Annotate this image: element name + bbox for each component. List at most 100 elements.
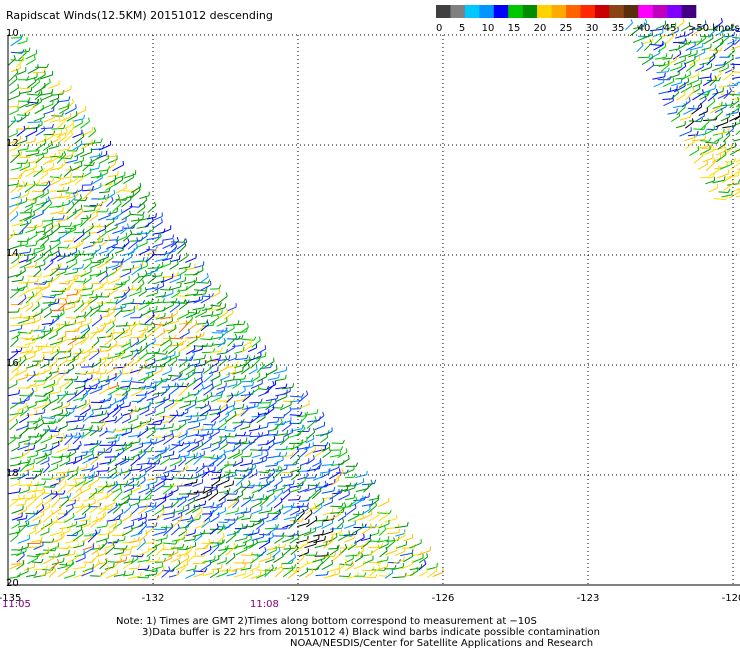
wind-barb-flag xyxy=(316,409,319,414)
wind-barb xyxy=(680,25,691,32)
wind-barb-flag xyxy=(378,537,381,542)
wind-barb xyxy=(275,433,287,436)
wind-barb xyxy=(272,512,281,520)
wind-barb-flag xyxy=(377,564,380,569)
wind-barb xyxy=(639,22,648,29)
wind-barb-flag xyxy=(239,379,242,384)
wind-barb xyxy=(51,405,63,411)
wind-barb xyxy=(160,263,171,269)
wind-barb-flag xyxy=(33,511,36,516)
wind-barb xyxy=(367,505,377,514)
wind-barb xyxy=(304,512,313,521)
wind-barb xyxy=(18,416,29,424)
wind-barb-flag xyxy=(58,251,61,256)
wind-barb xyxy=(233,331,247,334)
wind-barb-flag xyxy=(111,356,114,361)
wind-barb xyxy=(144,315,155,325)
wind-barb-flag xyxy=(115,339,118,345)
wind-barb xyxy=(680,86,692,94)
wind-barb xyxy=(201,470,210,479)
wind-barb xyxy=(25,383,37,389)
wind-barb xyxy=(330,553,342,562)
wind-barb xyxy=(138,507,148,515)
wind-barb xyxy=(272,421,283,431)
wind-barb xyxy=(113,552,124,556)
wind-barb xyxy=(34,264,45,269)
wind-barb-flag xyxy=(193,453,196,458)
wind-barb-flag xyxy=(89,515,92,520)
wind-barb-flag xyxy=(278,546,281,551)
wind-barb-flag xyxy=(168,566,171,571)
wind-barb-flag xyxy=(190,545,193,550)
wind-barb xyxy=(712,73,722,81)
wind-barb xyxy=(232,344,243,348)
wind-barb-flag xyxy=(266,423,269,428)
wind-barb-flag xyxy=(296,446,300,451)
wind-barb xyxy=(24,374,38,377)
wind-barb xyxy=(95,270,108,278)
wind-barb xyxy=(287,557,296,564)
wind-barb xyxy=(730,122,740,128)
wind-barb-flag xyxy=(153,427,156,432)
wind-barb-flag xyxy=(715,88,719,94)
wind-barb xyxy=(43,390,54,397)
wind-barb xyxy=(40,305,52,313)
wind-barb-flag xyxy=(353,473,357,478)
wind-barb-flag xyxy=(53,566,57,571)
wind-barb-flag xyxy=(114,305,117,310)
wind-barb-flag xyxy=(281,404,284,409)
wind-barb-flag xyxy=(64,320,67,326)
wind-barb-flag xyxy=(310,509,313,514)
wind-barb xyxy=(145,228,154,235)
wind-barb-flag xyxy=(118,502,121,507)
wind-barb xyxy=(432,571,444,578)
wind-barb-flag xyxy=(710,76,712,81)
wind-barb-flag xyxy=(162,298,165,303)
wind-barb-flag xyxy=(81,349,84,354)
wind-barb xyxy=(203,470,215,474)
wind-barb xyxy=(130,532,142,537)
wind-barb xyxy=(369,532,379,537)
wind-barb-flag xyxy=(105,410,108,415)
wind-barb-flag xyxy=(217,358,220,363)
wind-barb xyxy=(185,573,195,579)
wind-barb-flag xyxy=(211,425,214,430)
wind-barb xyxy=(63,153,74,159)
wind-barb xyxy=(209,571,219,579)
wind-barb xyxy=(32,539,42,543)
wind-barb-flag xyxy=(183,455,187,460)
wind-barb-flag xyxy=(262,519,265,524)
wind-barb xyxy=(43,117,55,123)
wind-barb-flag xyxy=(112,543,115,548)
wind-barb-flag xyxy=(84,196,88,201)
wind-barb-flag xyxy=(276,523,279,529)
wind-barb xyxy=(34,527,45,535)
wind-barb-flag xyxy=(288,484,291,489)
wind-barb xyxy=(176,280,186,284)
wind-barb xyxy=(218,473,231,480)
wind-barb-flag xyxy=(20,163,23,168)
wind-barb-flag xyxy=(317,504,321,509)
wind-barb-flag xyxy=(706,142,709,147)
wind-barb-flag xyxy=(99,528,101,533)
wind-barb xyxy=(139,421,151,425)
wind-barb xyxy=(33,404,46,410)
wind-barb xyxy=(304,445,314,451)
wind-barb xyxy=(17,116,27,123)
wind-barb-flag xyxy=(31,387,35,392)
wind-barb xyxy=(242,497,253,500)
wind-barb-flag xyxy=(294,517,297,522)
wind-barb-flag xyxy=(115,463,118,468)
wind-barb-flag xyxy=(280,476,283,482)
wind-barb-flag xyxy=(383,525,387,530)
wind-barb xyxy=(49,444,60,451)
legend-swatch xyxy=(638,5,653,18)
wind-barb xyxy=(400,552,413,557)
longitude-label: -132 xyxy=(142,593,165,604)
wind-barb xyxy=(99,191,109,194)
wind-barb xyxy=(273,441,284,445)
wind-barb xyxy=(115,394,126,396)
wind-barb xyxy=(90,304,103,311)
wind-barb xyxy=(363,483,373,493)
wind-barb-flag xyxy=(51,276,54,282)
